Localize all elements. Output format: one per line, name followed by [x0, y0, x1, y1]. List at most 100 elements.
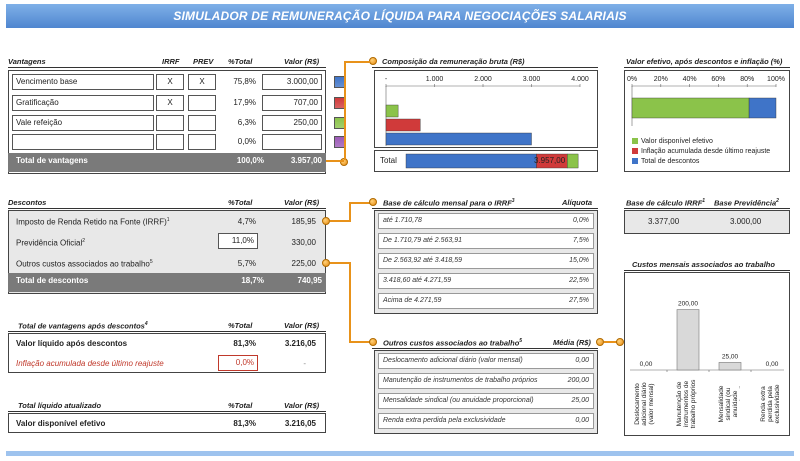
custo-name: Deslocamento adicional diário (valor men… — [383, 357, 523, 364]
custo-row[interactable]: Manutenção de instrumentos de trabalho p… — [378, 373, 594, 389]
inflacao-pct-input[interactable]: 0,0% — [218, 355, 258, 371]
previdencia-pct-input[interactable]: 11,0% — [218, 233, 258, 249]
legend-item: Valor disponível efetivo — [632, 137, 788, 147]
valor-efetivo-chart: 0% 20% 40% 60% 80% 100% — [627, 76, 785, 126]
atualizado-pct-header: %Total — [228, 401, 253, 410]
legend-swatch — [632, 148, 638, 155]
vantagem-name-input[interactable]: Vencimento base — [12, 74, 154, 90]
vantagem-irrf-check[interactable]: X — [156, 95, 184, 111]
vantagens-total-valor: 3.957,00 — [290, 156, 322, 165]
descontos-total-valor: 740,95 — [297, 276, 322, 285]
custo-valor[interactable]: 200,00 — [567, 377, 589, 384]
vantagem-prev-check[interactable] — [188, 95, 216, 111]
irrf-faixa: De 1.710,79 até 2.563,91 — [383, 237, 463, 244]
connector-dot — [369, 198, 377, 206]
connector-dot — [616, 338, 624, 346]
custo-valor[interactable]: 0,00 — [575, 417, 589, 424]
custos-mensais-chart: 0,00 200,00 25,00 0,00 — [630, 301, 784, 372]
divider — [372, 348, 598, 349]
irrf-faixa-row: 3.418,60 até 4.271,59 22,5% — [378, 273, 594, 289]
irrf-pct: 4,7% — [237, 217, 256, 226]
base-prev-value: 3.000,00 — [730, 217, 762, 226]
valor-efetivo-title: Valor efetivo, após descontos e inflação… — [626, 57, 783, 66]
vantagem-valor-input[interactable]: 3.000,00 — [262, 74, 322, 90]
vantagem-pct: 17,9% — [233, 98, 256, 107]
custo-valor[interactable]: 0,00 — [575, 357, 589, 364]
vantagem-pct: 75,8% — [233, 77, 256, 86]
vantagens-valor-header: Valor (R$) — [284, 57, 320, 66]
previdencia-label: Previdência Oficial2 — [16, 238, 86, 248]
connector-line — [349, 202, 351, 222]
x-tick-label: 20% — [654, 76, 668, 83]
connector-line — [604, 341, 618, 343]
divider — [624, 270, 790, 271]
media-header: Média (R$) — [553, 338, 591, 347]
irrf-faixa: De 2.563,92 até 3.418,59 — [383, 257, 463, 264]
x-tick-label: 100% — [767, 76, 785, 83]
custos-mensais-bar — [676, 309, 700, 371]
vantagens-total-row: Total de vantagens 100,0% 3.957,00 — [8, 153, 326, 172]
vantagens-pct-header: %Total — [228, 57, 253, 66]
connector-dot — [369, 338, 377, 346]
x-tick-label: 0% — [627, 76, 637, 83]
vantagem-irrf-check[interactable] — [156, 134, 184, 150]
custos-mensais-data-label: 0,00 — [640, 361, 653, 368]
vantagem-irrf-check[interactable]: X — [156, 74, 184, 90]
divider — [8, 411, 326, 412]
aliquota-header: Alíquota — [562, 198, 592, 207]
vantagem-valor-input[interactable] — [262, 134, 322, 150]
irrf-faixa: Acima de 4.271,59 — [383, 297, 442, 304]
divider — [8, 208, 326, 209]
irrf-aliquota: 27,5% — [569, 297, 589, 304]
legend-swatch — [632, 138, 638, 145]
custo-row[interactable]: Mensalidade sindical (ou anuidade propor… — [378, 393, 594, 409]
vantagem-prev-check[interactable] — [188, 115, 216, 131]
base-irrf-header: Base de cálculo IRRF1 — [626, 198, 706, 208]
vantagem-pct: 6,3% — [237, 118, 256, 127]
descontos-total-row: Total de descontos 18,7% 740,95 — [8, 273, 326, 292]
custo-name: Renda extra perdida pela exclusividade — [383, 417, 506, 424]
custos-mensais-category-label: Deslocamento adicional diário (valor men… — [634, 382, 655, 426]
custo-name: Manutenção de instrumentos de trabalho p… — [383, 377, 538, 384]
connector-dot — [322, 217, 330, 225]
divider — [372, 67, 598, 68]
vantagem-prev-check[interactable] — [188, 134, 216, 150]
custos-mensais-frame — [624, 272, 790, 436]
valor-efetivo-legend: Valor disponível efetivo Inflação acumul… — [632, 137, 788, 167]
vantagem-valor-input[interactable]: 250,00 — [262, 115, 322, 131]
composicao-bar — [385, 132, 532, 146]
base-calculo-title: Base de cálculo mensal para o IRRF3 — [383, 198, 515, 208]
divider — [8, 331, 326, 332]
custo-row[interactable]: Deslocamento adicional diário (valor men… — [378, 353, 594, 369]
connector-dot — [322, 259, 330, 267]
vantagem-name-input[interactable] — [12, 134, 154, 150]
vantagem-name-input[interactable]: Vale refeição — [12, 115, 154, 131]
irrf-faixa-row: De 1.710,79 até 2.563,91 7,5% — [378, 233, 594, 249]
page-title: SIMULADOR DE REMUNERAÇÃO LÍQUIDA PARA NE… — [6, 4, 794, 28]
previdencia-valor: 330,00 — [291, 238, 316, 247]
custos-mensais-data-label: 0,00 — [766, 361, 779, 368]
vantagem-name-input[interactable]: Gratificação — [12, 95, 154, 111]
inflacao-label: Inflação acumulada desde último reajuste — [16, 359, 164, 368]
irrf-label: Imposto de Renda Retido na Fonte (IRRF)1 — [16, 217, 170, 227]
divider — [8, 67, 326, 68]
apos-pct-header: %Total — [228, 321, 253, 330]
legend-swatch — [632, 158, 638, 165]
descontos-pct-header: %Total — [228, 198, 253, 207]
legend-item: Inflação acumulada desde último reajuste — [632, 147, 788, 157]
vantagem-irrf-check[interactable] — [156, 115, 184, 131]
connector-line — [349, 262, 351, 342]
outros-custos-label: Outros custos associados ao trabalho5 — [16, 259, 153, 269]
divider — [372, 208, 598, 209]
custo-row[interactable]: Renda extra perdida pela exclusividade 0,… — [378, 413, 594, 429]
custo-valor[interactable]: 25,00 — [571, 397, 589, 404]
vantagem-valor-input[interactable]: 707,00 — [262, 95, 322, 111]
base-prev-header: Base Previdência2 — [714, 198, 779, 208]
apos-valor-header: Valor (R$) — [284, 321, 320, 330]
disponivel-pct: 81,3% — [233, 419, 256, 428]
custo-name: Mensalidade sindical (ou anuidade propor… — [383, 397, 534, 404]
atualizado-valor-header: Valor (R$) — [284, 401, 320, 410]
atualizado-header: Total líquido atualizado — [18, 401, 102, 410]
irrf-aliquota: 15,0% — [569, 257, 589, 264]
vantagem-prev-check[interactable]: X — [188, 74, 216, 90]
